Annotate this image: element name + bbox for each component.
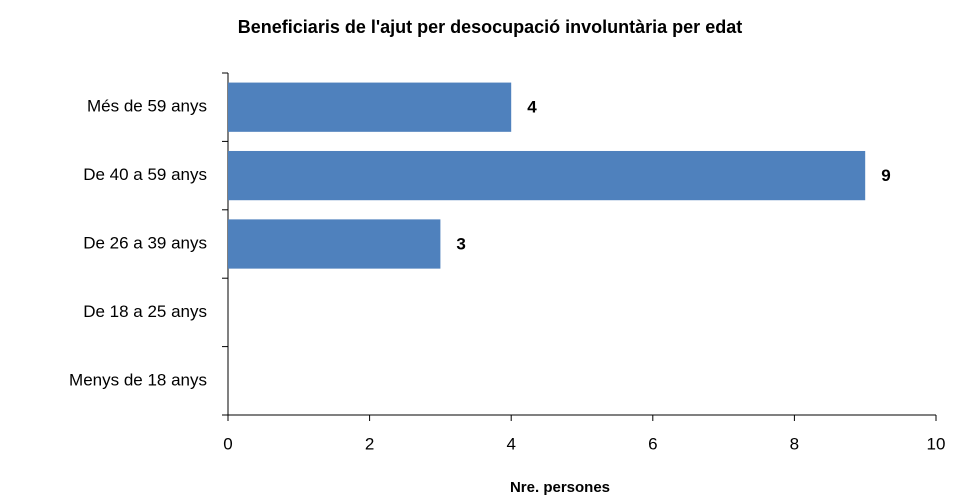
- y-tick-label: De 18 a 25 anys: [83, 302, 207, 321]
- x-axis-title: Nre. persones: [510, 479, 610, 496]
- x-tick-label: 4: [506, 434, 515, 453]
- bar: [228, 150, 866, 201]
- x-tick-label: 8: [790, 434, 799, 453]
- y-tick-label: De 26 a 39 anys: [83, 233, 207, 252]
- data-label: 4: [527, 98, 537, 117]
- bar: [228, 82, 512, 132]
- y-tick-label: Menys de 18 anys: [69, 370, 207, 389]
- x-tick-label: 6: [648, 434, 657, 453]
- x-tick-label: 0: [223, 434, 232, 453]
- x-tick-label: 2: [365, 434, 374, 453]
- chart-title: Beneficiaris de l'ajut per desocupació i…: [238, 17, 742, 37]
- y-tick-label: De 40 a 59 anys: [83, 165, 207, 184]
- y-tick-label: Més de 59 anys: [87, 97, 207, 116]
- x-tick-label: 10: [927, 434, 946, 453]
- bar: [228, 219, 441, 269]
- data-label: 3: [456, 234, 465, 253]
- data-label: 9: [881, 166, 890, 185]
